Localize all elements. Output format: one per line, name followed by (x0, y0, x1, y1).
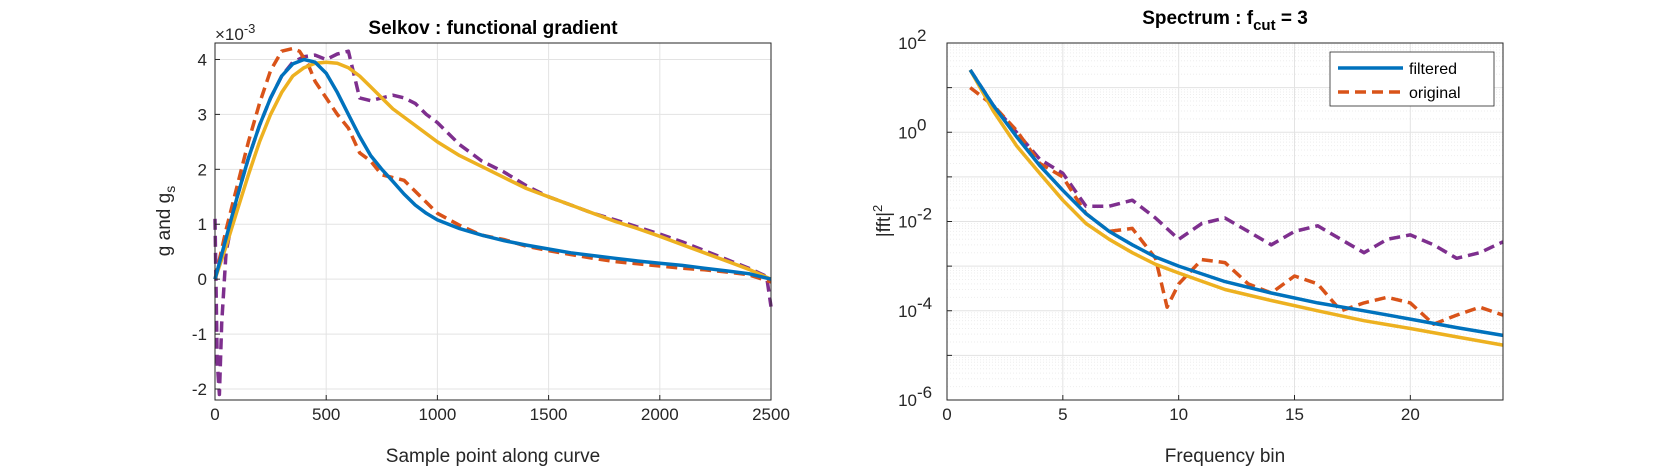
right-y-tick-exp: -4 (917, 294, 932, 313)
left-y-tick-label: 1 (198, 215, 207, 234)
right-y-axis-label-sup: 2 (870, 205, 885, 212)
right-y-tick-exp: 0 (917, 115, 926, 134)
right-y-tick-base: 10 (898, 391, 917, 410)
right-x-tick-label: 10 (1169, 405, 1188, 424)
right-x-tick-label: 5 (1058, 405, 1067, 424)
left-x-tick-label: 0 (210, 405, 219, 424)
right-y-tick-label: 10 (898, 34, 917, 53)
left-y-axis-label-sub: s (162, 186, 178, 193)
left-x-tick-label: 2000 (641, 405, 679, 424)
left-x-tick-label: 1500 (530, 405, 568, 424)
left-y-tick-label: 3 (198, 105, 207, 124)
right-y-tick-label: 10 (898, 213, 917, 232)
right-y-tick-base: 10 (898, 123, 917, 142)
legend-box (1329, 51, 1495, 107)
left-y-tick-label: 0 (198, 270, 207, 289)
left-series-1-line (213, 60, 772, 281)
legend: filtered original (1329, 51, 1495, 107)
left-y-exponent-label: ×10-3 (215, 21, 255, 44)
left-series-2-line (213, 46, 772, 284)
left-y-ticks: -2 -1 0 1 2 3 4 (192, 50, 220, 399)
right-y-axis-label: |fft|2 (870, 205, 895, 238)
right-x-tick-label: 0 (942, 405, 951, 424)
left-y-tick-label: -1 (192, 325, 207, 344)
right-series-2-line (968, 68, 1504, 261)
left-y-axis-label-main: g and g (154, 193, 175, 256)
left-y-tick-label: 2 (198, 160, 207, 179)
left-y-tick-label: 4 (198, 50, 207, 69)
left-y-tick-label: -2 (192, 380, 207, 399)
left-x-axis-label: Sample point along curve (386, 446, 600, 467)
left-y-axis-label: g and gs (154, 186, 178, 256)
right-y-tick-label: 10 (898, 302, 917, 321)
right-y-axis-label-main: |fft| (874, 212, 895, 237)
right-title-suffix: = 3 (1276, 8, 1308, 29)
left-y-exponent-sup: -3 (244, 21, 256, 36)
left-series-0-line (213, 57, 772, 281)
right-title-sub: cut (1253, 17, 1276, 34)
legend-label-original: original (1409, 85, 1461, 102)
left-x-ticks: 0 500 1000 1500 2000 2500 (210, 395, 790, 424)
right-y-tick-label: 10 (898, 123, 917, 142)
right-x-ticks: 0 5 10 15 20 (942, 395, 1420, 424)
left-axes-box (214, 42, 772, 401)
right-series-0-line (968, 68, 1504, 338)
right-y-tick-label: 10 (898, 391, 917, 410)
left-x-tick-label: 2500 (752, 405, 790, 424)
right-x-tick-label: 15 (1285, 405, 1304, 424)
right-series-1-line (969, 86, 1504, 326)
right-y-tick-base: 10 (898, 213, 917, 232)
left-x-tick-label: 500 (312, 405, 340, 424)
right-y-tick-exp: 2 (917, 26, 926, 45)
right-y-tick-exp: -2 (917, 205, 932, 224)
left-chart-title: Selkov : functional gradient (368, 18, 618, 39)
right-series-3-line (968, 69, 1504, 347)
legend-label-filtered: filtered (1409, 61, 1457, 78)
right-y-tick-base: 10 (898, 34, 917, 53)
left-y-exponent-prefix: ×10 (215, 25, 244, 44)
right-x-axis-label: Frequency bin (1165, 446, 1285, 467)
right-series-group (968, 68, 1504, 347)
left-x-tick-label: 1000 (418, 405, 456, 424)
right-chart-title: Spectrum : fcut = 3 (1142, 8, 1308, 34)
left-series-group (213, 46, 773, 397)
left-axes: 0 500 1000 1500 2000 2500 -2 -1 0 1 2 3 4 Selkov : … (154, 18, 790, 467)
right-x-tick-label: 20 (1401, 405, 1420, 424)
right-y-tick-base: 10 (898, 302, 917, 321)
right-y-tick-exp: -6 (917, 383, 932, 402)
left-plot-area (215, 43, 771, 400)
right-title-main: Spectrum : f (1142, 8, 1254, 29)
